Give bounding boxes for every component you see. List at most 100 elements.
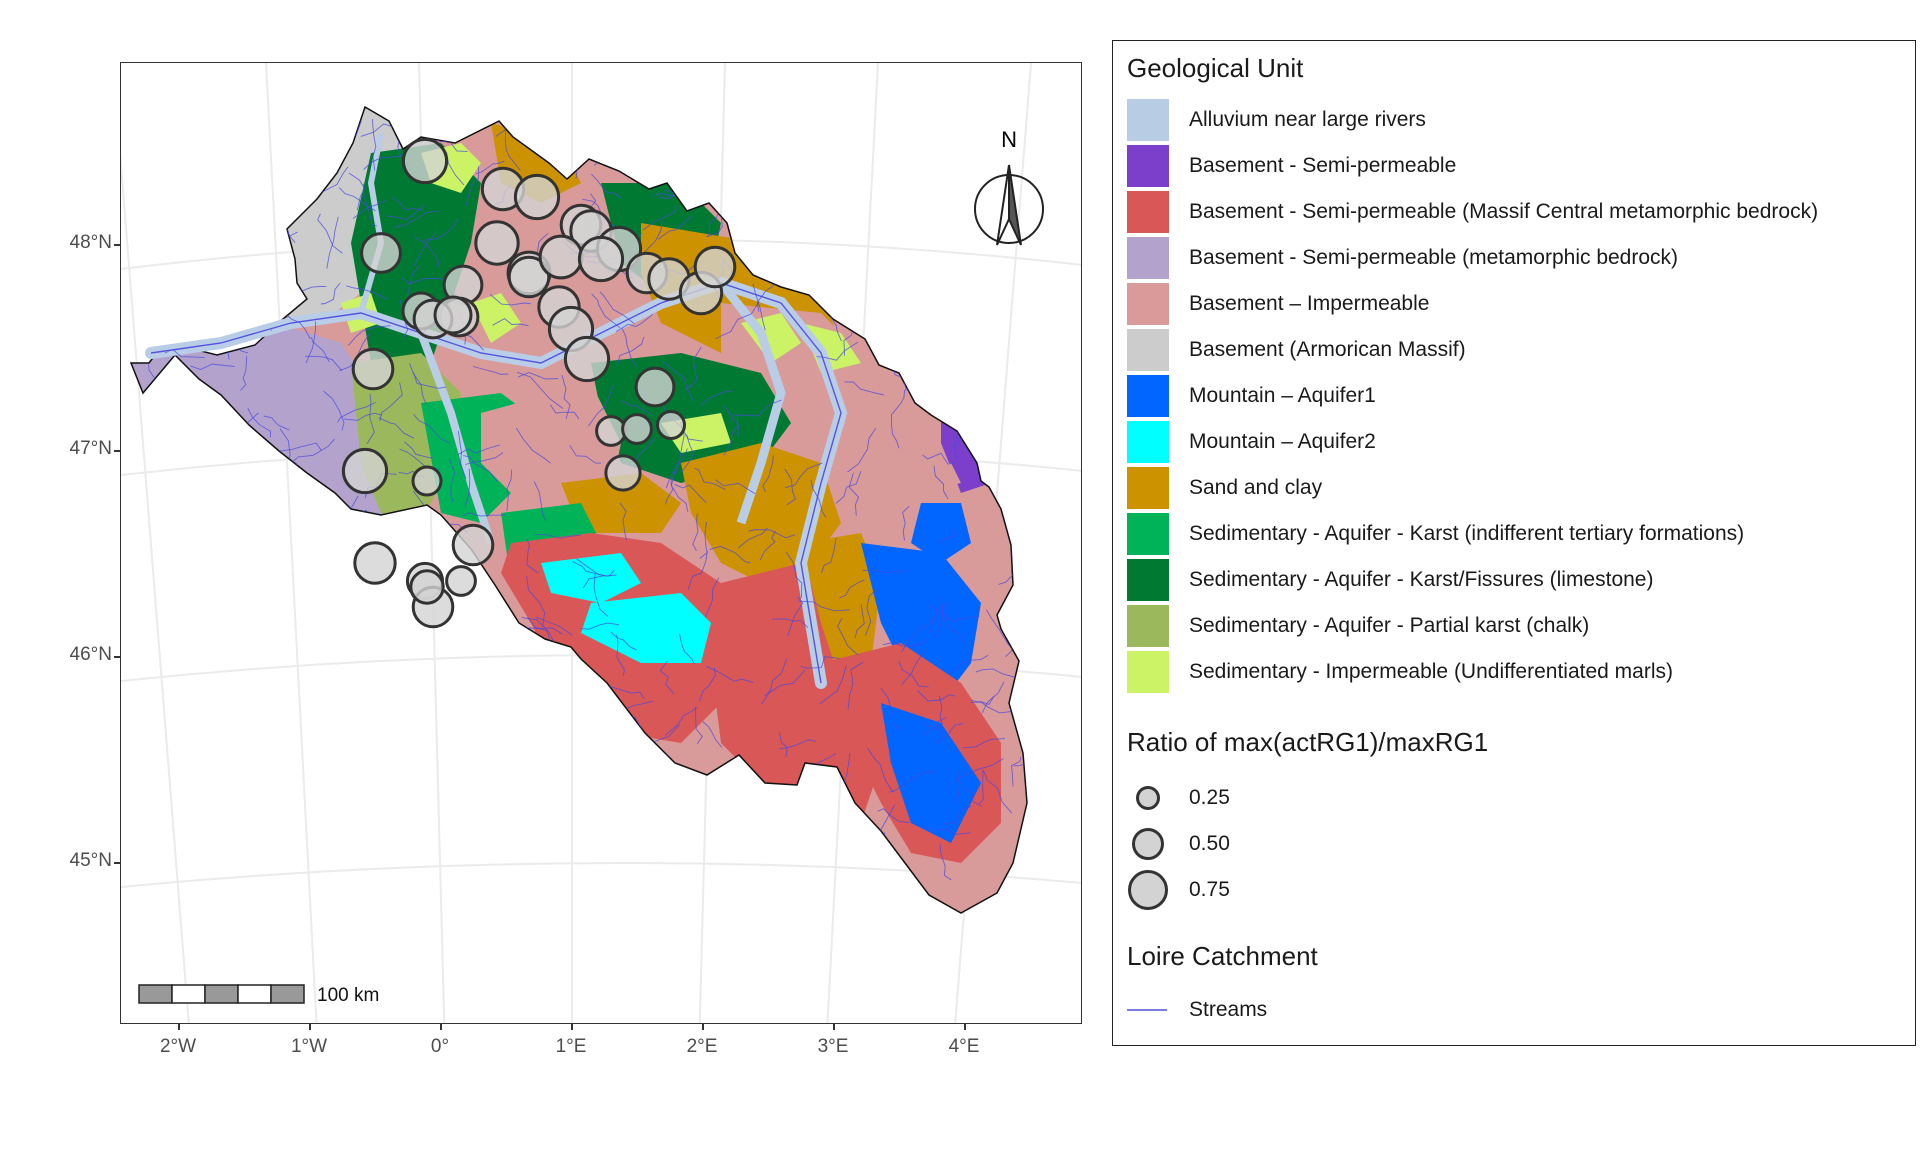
stream-line — [840, 152, 889, 159]
stream-line — [320, 282, 341, 305]
stream-line — [829, 315, 842, 342]
lon-label-2w: 2°W — [159, 1036, 197, 1057]
legend-swatch — [1127, 283, 1169, 325]
gauging-station[interactable] — [351, 347, 395, 391]
gauging-station[interactable] — [634, 366, 676, 408]
stream-line — [137, 107, 150, 152]
gauging-station[interactable] — [353, 541, 397, 585]
stream-line — [412, 372, 447, 389]
gauging-station[interactable] — [604, 454, 642, 492]
gauging-station[interactable] — [341, 447, 389, 495]
stream-line — [865, 587, 880, 636]
stream-line — [955, 416, 976, 448]
stream-line — [823, 276, 848, 306]
stream-line — [761, 669, 806, 705]
stream-line — [193, 856, 237, 870]
stream-line — [180, 109, 197, 152]
stream-line — [231, 482, 264, 493]
stream-line — [895, 284, 904, 328]
gauging-station[interactable] — [409, 569, 445, 605]
gauging-station[interactable] — [538, 234, 584, 280]
lon-tick — [702, 1024, 704, 1030]
stream-line — [164, 309, 206, 320]
stream-line — [975, 668, 1018, 679]
stream-line — [715, 479, 756, 495]
stream-line — [195, 286, 232, 305]
stream-line — [894, 141, 941, 172]
gauging-station[interactable] — [577, 235, 625, 283]
stream-line — [190, 884, 193, 913]
stream-line — [149, 642, 185, 652]
stream-line — [561, 374, 571, 419]
gauging-station[interactable] — [401, 137, 449, 185]
stream-line — [238, 203, 274, 232]
stream-line — [188, 464, 204, 496]
stream-line — [517, 371, 564, 409]
stream-line — [708, 845, 747, 855]
map-canvas[interactable]: N 100 km — [121, 63, 1082, 1024]
stream-line — [819, 110, 864, 118]
gauging-station[interactable] — [411, 465, 443, 497]
stream-line — [978, 770, 984, 805]
stream-line — [526, 538, 539, 574]
stream-line — [468, 635, 482, 688]
stream-line — [699, 521, 708, 559]
stream-line — [196, 775, 217, 814]
stream-line — [762, 455, 774, 493]
map-panel[interactable]: N 100 km — [120, 62, 1082, 1024]
stream-line — [852, 252, 876, 285]
stream-line — [386, 628, 416, 645]
legend-item-geology: Basement - Semi-permeable — [1127, 145, 1456, 187]
stream-line — [956, 769, 961, 802]
stream-line — [504, 779, 534, 802]
stream-line — [243, 536, 272, 567]
stream-line — [582, 569, 615, 589]
stream-line — [800, 251, 841, 271]
stream-line — [835, 470, 862, 504]
stream-line — [659, 660, 675, 695]
stream-line — [778, 739, 817, 750]
gauging-station[interactable] — [360, 232, 402, 274]
stream-line — [441, 726, 464, 756]
gauging-station[interactable] — [621, 413, 653, 445]
gauging-station[interactable] — [445, 565, 477, 597]
stream-line — [182, 112, 223, 119]
stream-line — [779, 262, 812, 288]
stream-line — [939, 373, 982, 381]
stream-line — [278, 576, 291, 620]
stream-line — [569, 445, 601, 464]
stream-line — [166, 429, 195, 459]
stream-line — [580, 622, 620, 630]
legend-item-geology: Mountain – Aquifer2 — [1127, 421, 1376, 463]
stream-line — [754, 206, 773, 253]
lon-tick — [178, 1024, 180, 1030]
stream-line — [279, 442, 322, 452]
stream-line — [1009, 383, 1025, 420]
stream-line — [605, 684, 645, 700]
gauging-station[interactable] — [693, 245, 737, 289]
gauging-station[interactable] — [451, 523, 495, 567]
stream-line — [537, 107, 577, 137]
stream-line — [489, 294, 531, 306]
river-corridor — [717, 280, 786, 525]
stream-line — [592, 850, 613, 882]
stream-line — [771, 225, 809, 238]
stream-line — [869, 832, 886, 867]
gauging-station[interactable] — [595, 415, 627, 447]
stream-line — [670, 478, 689, 512]
stream-line — [665, 707, 698, 736]
stream-line — [443, 537, 449, 576]
stream-line — [619, 767, 667, 790]
gauging-station[interactable] — [656, 410, 686, 440]
stream-line — [279, 853, 289, 881]
gauging-station[interactable] — [433, 295, 473, 335]
gauging-station[interactable] — [474, 220, 520, 266]
lat-label-45: 45°N — [69, 850, 112, 871]
stream-line — [699, 667, 716, 701]
gauging-station[interactable] — [513, 173, 561, 221]
stream-line — [329, 740, 363, 771]
stream-line — [464, 468, 471, 508]
stream-line — [303, 883, 323, 913]
gauging-station[interactable] — [563, 335, 611, 383]
gauging-station[interactable] — [507, 255, 551, 299]
